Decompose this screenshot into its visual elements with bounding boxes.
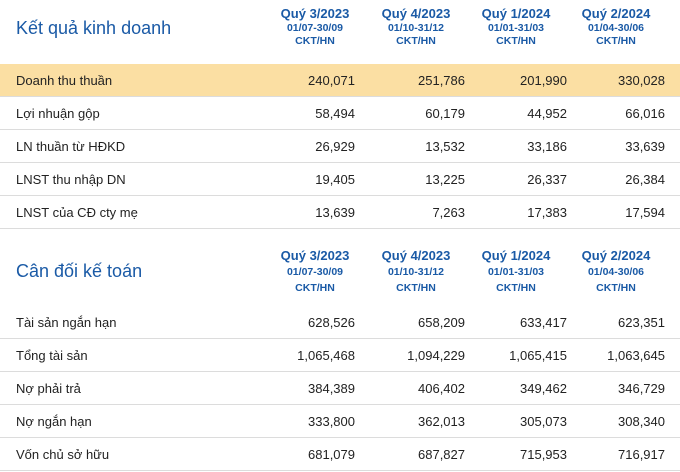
- row-value: 7,263: [432, 205, 465, 220]
- row-label: Nợ ngắn hạn: [16, 414, 92, 429]
- table-row-gross-profit: Lợi nhuận gộp 58,494 60,179 44,952 66,01…: [0, 97, 680, 130]
- row-value: 60,179: [425, 106, 465, 121]
- row-value: 681,079: [308, 447, 355, 462]
- row-value: 26,929: [315, 139, 355, 154]
- column-quarter: Quý 3/2023: [280, 248, 350, 263]
- row-value: 1,063,645: [607, 348, 665, 363]
- balance-title: Cân đối kế toán: [16, 261, 143, 281]
- row-value: 330,028: [618, 73, 665, 88]
- row-value: 715,953: [520, 447, 567, 462]
- row-value: 13,225: [425, 172, 465, 187]
- row-value: 13,639: [315, 205, 355, 220]
- row-value: 1,065,468: [297, 348, 355, 363]
- row-value: 362,013: [418, 414, 465, 429]
- row-value: 1,094,229: [407, 348, 465, 363]
- balance-sheet-section: Cân đối kế toán Quý 3/2023 01/07-30/09 C…: [0, 240, 680, 471]
- row-value: 623,351: [618, 315, 665, 330]
- column-type: CKT/HN: [295, 282, 335, 294]
- column-quarter: Quý 2/2024: [581, 6, 651, 21]
- row-value: 305,073: [520, 414, 567, 429]
- row-value: 349,462: [520, 381, 567, 396]
- row-value: 716,917: [618, 447, 665, 462]
- row-value: 308,340: [618, 414, 665, 429]
- column-period: 01/01-31/03: [487, 266, 545, 278]
- row-value: 1,065,415: [509, 348, 567, 363]
- balance-column-header-2: Quý 4/2023 01/10-31/12 CKT/HN: [366, 248, 466, 296]
- income-column-header-4: Quý 2/2024 01/04-30/06 CKT/HN: [566, 6, 666, 48]
- column-period: 01/07-30/09: [286, 266, 344, 278]
- row-label: Tổng tài sản: [16, 348, 88, 363]
- row-value: 628,526: [308, 315, 355, 330]
- column-type: CKT/HN: [496, 282, 536, 294]
- column-period: 01/10-31/12: [387, 22, 445, 34]
- row-value: 66,016: [625, 106, 665, 121]
- row-value: 658,209: [418, 315, 465, 330]
- row-value: 26,337: [527, 172, 567, 187]
- column-type: CKT/HN: [295, 35, 335, 47]
- row-value: 58,494: [315, 106, 355, 121]
- row-label: Doanh thu thuần: [16, 73, 113, 88]
- balance-column-header-3: Quý 1/2024 01/01-31/03 CKT/HN: [466, 248, 566, 296]
- table-row-short-term-debt: Nợ ngắn hạn 333,800 362,013 305,073 308,…: [0, 405, 680, 438]
- column-quarter: Quý 1/2024: [481, 248, 551, 263]
- table-row-total-assets: Tổng tài sản 1,065,468 1,094,229 1,065,4…: [0, 339, 680, 372]
- row-value: 687,827: [418, 447, 465, 462]
- row-value: 406,402: [418, 381, 465, 396]
- row-label: Nợ phải trả: [16, 381, 81, 396]
- column-quarter: Quý 2/2024: [581, 248, 651, 263]
- income-title: Kết quả kinh doanh: [16, 18, 172, 38]
- income-statement-section: Kết quả kinh doanh Quý 3/2023 01/07-30/0…: [0, 0, 680, 229]
- column-period: 01/10-31/12: [387, 266, 445, 278]
- table-row-liabilities: Nợ phải trả 384,389 406,402 349,462 346,…: [0, 372, 680, 405]
- table-row-revenue: Doanh thu thuần 240,071 251,786 201,990 …: [0, 64, 680, 97]
- column-type: CKT/HN: [596, 35, 636, 47]
- column-period: 01/07-30/09: [286, 22, 344, 34]
- table-row-equity: Vốn chủ sở hữu 681,079 687,827 715,953 7…: [0, 438, 680, 471]
- column-quarter: Quý 1/2024: [481, 6, 551, 21]
- row-value: 19,405: [315, 172, 355, 187]
- column-period: 01/04-30/06: [587, 22, 645, 34]
- income-header: Kết quả kinh doanh Quý 3/2023 01/07-30/0…: [0, 0, 680, 64]
- income-column-header-1: Quý 3/2023 01/07-30/09 CKT/HN: [265, 6, 365, 48]
- row-value: 333,800: [308, 414, 355, 429]
- row-label: Tài sản ngắn hạn: [16, 315, 117, 330]
- row-value: 17,383: [527, 205, 567, 220]
- row-value: 384,389: [308, 381, 355, 396]
- row-label: LNST của CĐ cty mẹ: [16, 205, 138, 220]
- row-value: 17,594: [625, 205, 665, 220]
- column-quarter: Quý 4/2023: [381, 6, 451, 21]
- column-type: CKT/HN: [396, 282, 436, 294]
- column-type: CKT/HN: [496, 35, 536, 47]
- column-type: CKT/HN: [396, 35, 436, 47]
- column-type: CKT/HN: [596, 282, 636, 294]
- row-label: LN thuần từ HĐKD: [16, 139, 126, 154]
- table-row-net-income: LNST thu nhập DN 19,405 13,225 26,337 26…: [0, 163, 680, 196]
- row-value: 13,532: [425, 139, 465, 154]
- column-quarter: Quý 3/2023: [280, 6, 350, 21]
- row-label: Vốn chủ sở hữu: [16, 447, 110, 462]
- column-quarter: Quý 4/2023: [381, 248, 451, 263]
- table-row-parent-net-income: LNST của CĐ cty mẹ 13,639 7,263 17,383 1…: [0, 196, 680, 229]
- row-value: 251,786: [418, 73, 465, 88]
- row-value: 240,071: [308, 73, 355, 88]
- row-label: LNST thu nhập DN: [16, 172, 126, 187]
- balance-header: Cân đối kế toán Quý 3/2023 01/07-30/09 C…: [0, 240, 680, 304]
- table-row-operating-profit: LN thuần từ HĐKD 26,929 13,532 33,186 33…: [0, 130, 680, 163]
- income-column-header-3: Quý 1/2024 01/01-31/03 CKT/HN: [466, 6, 566, 48]
- balance-column-header-1: Quý 3/2023 01/07-30/09 CKT/HN: [265, 248, 365, 296]
- balance-column-header-4: Quý 2/2024 01/04-30/06 CKT/HN: [566, 248, 666, 296]
- row-value: 633,417: [520, 315, 567, 330]
- row-value: 346,729: [618, 381, 665, 396]
- row-label: Lợi nhuận gộp: [16, 106, 100, 121]
- income-column-header-2: Quý 4/2023 01/10-31/12 CKT/HN: [366, 6, 466, 48]
- row-value: 201,990: [520, 73, 567, 88]
- row-value: 44,952: [527, 106, 567, 121]
- column-period: 01/04-30/06: [587, 266, 645, 278]
- column-period: 01/01-31/03: [487, 22, 545, 34]
- row-value: 33,186: [527, 139, 567, 154]
- row-value: 26,384: [625, 172, 665, 187]
- row-value: 33,639: [625, 139, 665, 154]
- table-row-current-assets: Tài sản ngắn hạn 628,526 658,209 633,417…: [0, 306, 680, 339]
